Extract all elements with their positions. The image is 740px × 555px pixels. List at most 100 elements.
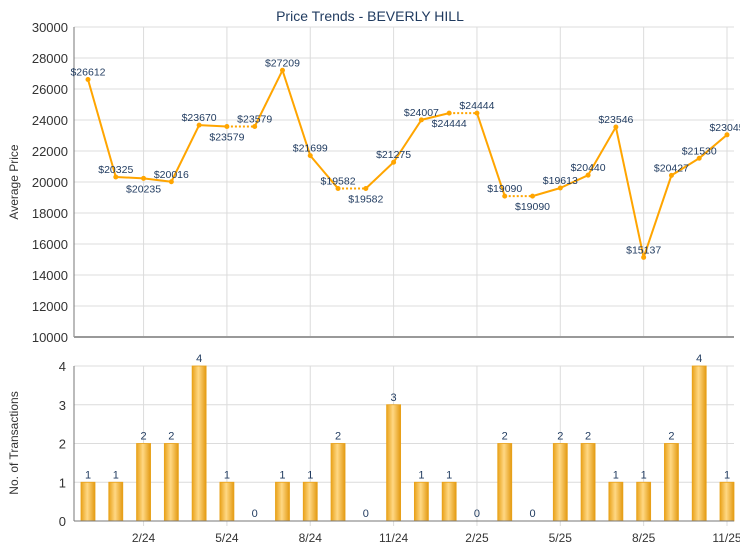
price-point — [530, 193, 536, 199]
tx-data-label: 2 — [668, 431, 674, 443]
tx-data-label: 1 — [113, 469, 119, 481]
tx-data-label: 2 — [141, 431, 147, 443]
price-point — [446, 110, 452, 116]
tx-bar — [441, 481, 457, 522]
price-line-segment — [587, 126, 617, 176]
price-y-tick-label: 28000 — [32, 51, 68, 66]
tx-data-label: 0 — [529, 508, 535, 520]
price-point — [363, 185, 369, 191]
tx-bar — [664, 443, 679, 522]
price-data-label: $24007 — [404, 107, 439, 119]
price-point — [613, 124, 619, 130]
tx-bar — [80, 481, 96, 522]
price-point — [224, 124, 230, 130]
price-line-segment — [614, 126, 645, 258]
price-data-label: $20016 — [154, 169, 189, 181]
tx-bar — [275, 481, 290, 522]
price-data-label: $23579 — [209, 132, 244, 144]
price-point — [557, 185, 563, 191]
price-point — [85, 77, 91, 83]
price-line-segment — [392, 119, 423, 163]
price-data-label: $24444 — [459, 100, 494, 112]
tx-bar — [191, 365, 207, 522]
tx-y-tick-label: 0 — [59, 514, 66, 529]
price-point — [307, 153, 313, 159]
tx-bar — [636, 481, 652, 522]
price-line-segment — [476, 112, 506, 197]
price-line-segment — [698, 134, 728, 160]
price-point — [641, 254, 647, 260]
tx-data-label: 1 — [446, 469, 452, 481]
tx-data-label: 1 — [307, 469, 313, 481]
price-line-segment — [281, 69, 312, 156]
price-line-segment — [143, 177, 172, 183]
x-tick-label: 11/24 — [379, 531, 408, 545]
tx-data-label: 2 — [335, 431, 341, 443]
price-line-segment — [365, 161, 395, 190]
price-data-label: $19090 — [515, 201, 550, 213]
price-line-segment — [199, 124, 227, 128]
price-line-segment — [115, 175, 144, 180]
tx-bar — [302, 481, 318, 522]
price-data-label: $20440 — [571, 162, 606, 174]
tx-data-label: 0 — [474, 508, 480, 520]
tx-data-label: 1 — [279, 469, 285, 481]
price-point — [335, 185, 341, 191]
price-point — [724, 132, 730, 138]
price-data-label: $20325 — [98, 164, 133, 176]
tx-data-label: 4 — [696, 353, 702, 365]
x-tick-label: 8/25 — [632, 531, 656, 545]
tx-y-tick-label: 3 — [59, 398, 66, 413]
price-data-label: $24444 — [432, 118, 467, 130]
price-point — [168, 179, 174, 185]
price-data-label: $21530 — [682, 145, 717, 157]
price-data-label: $15137 — [626, 244, 661, 256]
price-data-label: $19090 — [487, 183, 522, 195]
price-y-tick-label: 24000 — [32, 113, 68, 128]
tx-data-label: 1 — [724, 469, 730, 481]
price-point — [279, 67, 285, 73]
price-data-label: $23045 — [709, 122, 740, 134]
x-tick-label: 11/25 — [712, 531, 740, 545]
price-y-tick-label: 10000 — [32, 330, 68, 345]
price-plot: 10000 12000 14000 16000 18000 20000 22000 24000… — [32, 20, 740, 345]
price-data-label: $21275 — [376, 149, 411, 161]
price-y-tick-label: 22000 — [32, 144, 68, 159]
price-y-tick-label: 30000 — [32, 20, 68, 35]
price-y-tick-label: 20000 — [32, 175, 68, 190]
price-point — [585, 172, 591, 178]
tx-data-label: 0 — [252, 508, 258, 520]
price-data-label: $20427 — [654, 162, 689, 174]
tx-bar — [413, 481, 429, 522]
x-tick-label: 5/24 — [215, 531, 239, 545]
tx-bar — [608, 481, 624, 522]
x-tick-label: 5/25 — [549, 531, 573, 545]
tx-y-tick-label: 2 — [59, 437, 66, 452]
tx-bar — [136, 443, 151, 522]
tx-data-label: 3 — [391, 392, 397, 404]
tx-data-label: 1 — [224, 469, 230, 481]
tx-data-label: 2 — [585, 431, 591, 443]
tx-y-tick-label: 4 — [59, 359, 66, 374]
tx-bar — [552, 443, 568, 522]
price-data-label: $19613 — [543, 175, 578, 187]
price-line-segment — [170, 124, 201, 183]
price-line-segment — [87, 79, 117, 178]
tx-bar — [219, 481, 235, 522]
tx-data-label: 2 — [557, 431, 563, 443]
chart-title: Price Trends - BEVERLY HILL — [276, 8, 464, 24]
price-data-label: $26612 — [70, 67, 105, 79]
tx-data-label: 1 — [418, 469, 424, 481]
price-line-segment — [559, 174, 589, 189]
tx-data-label: 1 — [613, 469, 619, 481]
price-data-label: $23670 — [182, 112, 217, 124]
price-point — [113, 174, 119, 180]
price-point — [391, 159, 397, 165]
price-point — [474, 110, 480, 116]
tx-bar — [163, 443, 179, 522]
price-y-tick-label: 12000 — [32, 299, 68, 314]
price-data-label: $27209 — [265, 57, 300, 69]
tx-bar — [691, 365, 707, 522]
price-data-label: $19582 — [348, 193, 383, 205]
tx-bar — [497, 443, 513, 522]
